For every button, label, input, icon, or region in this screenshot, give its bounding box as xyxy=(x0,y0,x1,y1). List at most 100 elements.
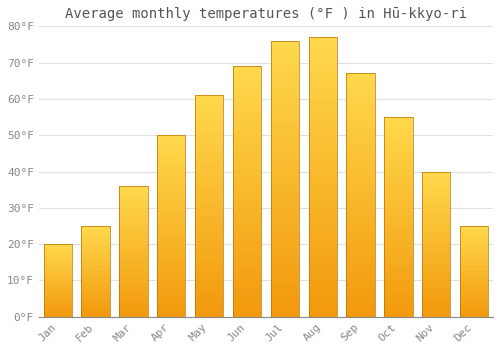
Bar xyxy=(157,159,186,161)
Bar xyxy=(119,284,148,286)
Bar xyxy=(233,129,261,131)
Bar xyxy=(346,268,375,271)
Bar xyxy=(82,226,110,317)
Bar xyxy=(44,306,72,307)
Bar xyxy=(195,315,224,317)
Bar xyxy=(422,189,450,190)
Bar xyxy=(195,239,224,241)
Bar xyxy=(157,266,186,268)
Bar xyxy=(119,283,148,284)
Bar xyxy=(119,314,148,315)
Bar xyxy=(308,90,337,93)
Bar xyxy=(384,147,412,149)
Bar xyxy=(82,238,110,239)
Bar xyxy=(119,268,148,270)
Bar xyxy=(233,106,261,109)
Bar xyxy=(308,225,337,227)
Bar xyxy=(384,309,412,311)
Bar xyxy=(422,232,450,234)
Bar xyxy=(270,261,299,264)
Bar xyxy=(233,161,261,164)
Bar xyxy=(384,285,412,287)
Bar xyxy=(308,294,337,297)
Bar xyxy=(460,287,488,288)
Bar xyxy=(82,276,110,277)
Bar xyxy=(308,138,337,141)
Bar xyxy=(270,43,299,46)
Bar xyxy=(157,231,186,233)
Bar xyxy=(270,300,299,303)
Bar xyxy=(422,174,450,176)
Bar xyxy=(233,234,261,237)
Bar xyxy=(422,289,450,290)
Bar xyxy=(119,312,148,313)
Bar xyxy=(270,239,299,242)
Bar xyxy=(346,193,375,195)
Bar xyxy=(422,237,450,238)
Bar xyxy=(233,136,261,139)
Bar xyxy=(195,293,224,295)
Bar xyxy=(119,276,148,278)
Bar xyxy=(195,279,224,281)
Bar xyxy=(384,219,412,221)
Bar xyxy=(82,310,110,312)
Bar xyxy=(346,183,375,186)
Bar xyxy=(157,220,186,222)
Bar xyxy=(422,251,450,253)
Bar xyxy=(384,193,412,195)
Bar xyxy=(308,169,337,172)
Bar xyxy=(195,135,224,137)
Bar xyxy=(233,116,261,119)
Bar xyxy=(119,296,148,297)
Bar xyxy=(233,191,261,194)
Title: Average monthly temperatures (°F ) in Hū-kkyo-ri: Average monthly temperatures (°F ) in Hū… xyxy=(65,7,467,21)
Bar xyxy=(195,100,224,102)
Bar xyxy=(422,198,450,199)
Bar xyxy=(82,306,110,307)
Bar xyxy=(157,280,186,282)
Bar xyxy=(233,176,261,179)
Bar xyxy=(270,88,299,91)
Bar xyxy=(346,122,375,125)
Bar xyxy=(119,271,148,272)
Bar xyxy=(119,219,148,220)
Bar xyxy=(460,306,488,307)
Bar xyxy=(44,314,72,315)
Bar xyxy=(157,228,186,230)
Bar xyxy=(82,313,110,314)
Bar xyxy=(270,226,299,229)
Bar xyxy=(384,161,412,163)
Bar xyxy=(233,272,261,274)
Bar xyxy=(195,295,224,297)
Bar xyxy=(384,279,412,281)
Bar xyxy=(195,137,224,140)
Bar xyxy=(308,222,337,225)
Bar xyxy=(346,295,375,298)
Bar xyxy=(195,226,224,228)
Bar xyxy=(157,250,186,251)
Bar xyxy=(270,273,299,275)
Bar xyxy=(157,262,186,264)
Bar xyxy=(346,171,375,173)
Bar xyxy=(384,125,412,127)
Bar xyxy=(44,310,72,311)
Bar xyxy=(44,287,72,288)
Bar xyxy=(233,307,261,309)
Bar xyxy=(44,278,72,279)
Bar xyxy=(119,201,148,202)
Bar xyxy=(270,184,299,187)
Bar xyxy=(422,238,450,240)
Bar xyxy=(44,274,72,275)
Bar xyxy=(346,293,375,295)
Bar xyxy=(308,113,337,116)
Bar xyxy=(384,183,412,185)
Bar xyxy=(233,284,261,287)
Bar xyxy=(195,190,224,193)
Bar xyxy=(82,263,110,264)
Bar xyxy=(233,104,261,106)
Bar xyxy=(460,248,488,249)
Bar xyxy=(422,259,450,260)
Bar xyxy=(308,180,337,183)
Bar xyxy=(460,283,488,284)
Bar xyxy=(422,205,450,206)
